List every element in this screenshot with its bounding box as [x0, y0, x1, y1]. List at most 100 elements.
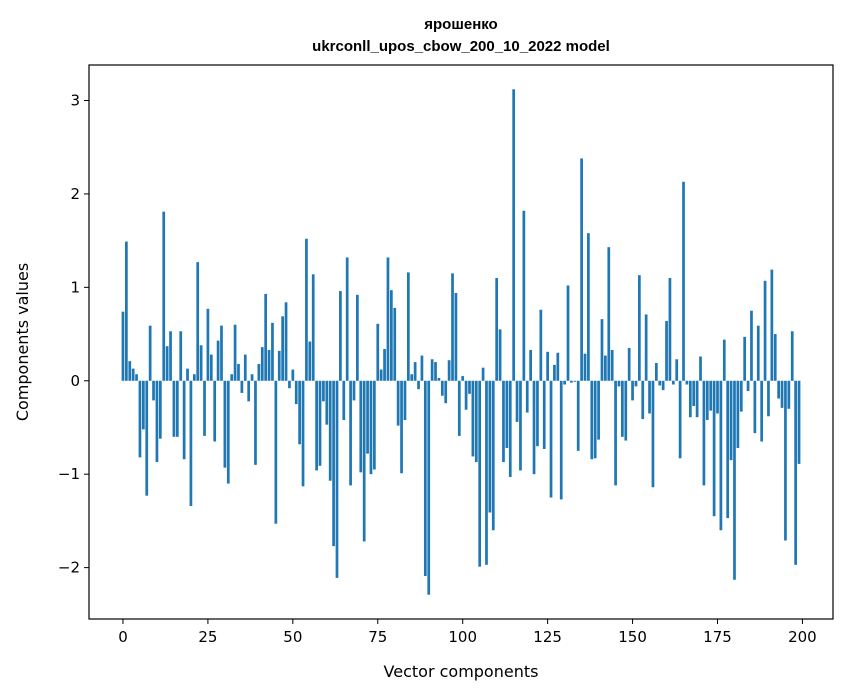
- bar-57: [315, 380, 318, 471]
- bar-161: [668, 278, 672, 381]
- bar-119: [525, 380, 529, 413]
- bar-147: [621, 380, 624, 437]
- chart-subtitle: ukrconll_upos_cbow_200_10_2022 model: [312, 38, 610, 55]
- x-axis-label: Vector components: [384, 662, 539, 681]
- bar-180: [733, 380, 736, 580]
- bar-2: [128, 361, 132, 381]
- bar-21: [192, 374, 196, 381]
- bar-194: [780, 380, 784, 408]
- bar-107: [485, 380, 488, 565]
- bar-74: [373, 380, 376, 470]
- bar-100: [461, 376, 465, 381]
- bar-111: [498, 329, 502, 381]
- bar-58: [318, 380, 322, 466]
- bar-76: [379, 369, 383, 381]
- bar-104: [474, 380, 478, 463]
- bar-88: [420, 355, 424, 381]
- bar-139: [593, 380, 597, 459]
- bar-134: [576, 380, 580, 451]
- bar-189: [763, 280, 767, 381]
- bar-51: [294, 380, 298, 405]
- bar-129: [559, 380, 563, 500]
- bar-63: [335, 380, 339, 578]
- bar-71: [362, 380, 366, 542]
- bar-166: [685, 380, 689, 385]
- bar-118: [522, 210, 526, 381]
- bar-105: [478, 380, 482, 567]
- bar-96: [447, 360, 451, 381]
- bar-20: [189, 380, 193, 506]
- bar-17: [179, 331, 183, 381]
- bar-130: [563, 380, 566, 385]
- bar-86: [413, 362, 417, 381]
- bar-195: [784, 380, 787, 541]
- bar-4: [135, 374, 138, 381]
- bar-77: [383, 349, 386, 381]
- bar-154: [644, 314, 648, 381]
- bar-117: [519, 380, 522, 471]
- bar-192: [773, 334, 777, 381]
- bar-167: [688, 380, 692, 418]
- bar-42: [264, 293, 268, 381]
- bar-158: [658, 380, 662, 386]
- bar-25: [206, 308, 210, 381]
- bar-125: [546, 351, 549, 381]
- bar-94: [440, 380, 444, 396]
- bar-123: [539, 309, 543, 381]
- bar-90: [427, 380, 431, 595]
- bar-55: [308, 341, 312, 381]
- bar-155: [648, 380, 651, 414]
- bar-169: [695, 380, 699, 418]
- bar-33: [233, 324, 237, 381]
- bar-15: [172, 380, 176, 437]
- bar-31: [226, 380, 230, 484]
- bar-65: [342, 380, 346, 421]
- bar-145: [614, 380, 617, 486]
- bar-114: [508, 380, 512, 477]
- bar-142: [604, 355, 607, 381]
- bar-126: [549, 380, 553, 498]
- x-tick-label: 25: [198, 628, 217, 646]
- bar-109: [491, 380, 495, 531]
- y-tick-label: 1: [70, 278, 80, 296]
- bar-172: [705, 380, 709, 421]
- bar-170: [699, 356, 702, 381]
- bar-8: [148, 325, 152, 381]
- bar-137: [587, 233, 590, 381]
- bar-99: [457, 380, 461, 436]
- y-axis-ticks: −2 −1 0 1 2 3: [58, 92, 89, 577]
- bar-3: [131, 368, 135, 381]
- bar-120: [529, 349, 532, 381]
- bar-153: [641, 380, 645, 420]
- x-tick-label: 50: [283, 628, 302, 646]
- bar-183: [743, 336, 747, 381]
- bar-197: [790, 331, 794, 381]
- bar-85: [410, 374, 414, 381]
- x-tick-label: 175: [703, 628, 732, 646]
- bar-14: [169, 331, 172, 381]
- bar-19: [186, 368, 189, 381]
- bar-178: [726, 380, 730, 519]
- bar-61: [328, 380, 332, 481]
- bar-179: [729, 380, 733, 461]
- bar-37: [247, 380, 251, 402]
- bar-124: [542, 380, 546, 449]
- bar-93: [437, 377, 441, 381]
- y-tick-label: 2: [70, 185, 80, 203]
- bar-131: [566, 285, 570, 381]
- bar-7: [145, 380, 149, 496]
- bar-46: [277, 350, 281, 381]
- bar-186: [753, 380, 757, 434]
- bar-34: [237, 363, 240, 381]
- bar-68: [352, 380, 356, 401]
- bar-36: [243, 354, 247, 381]
- bar-29: [220, 325, 223, 381]
- bar-152: [638, 275, 641, 381]
- bar-45: [274, 380, 278, 524]
- bar-43: [267, 349, 271, 381]
- bar-70: [359, 380, 363, 473]
- bar-1: [125, 241, 128, 381]
- bar-27: [213, 380, 217, 442]
- y-tick-label: 3: [70, 92, 80, 110]
- bar-196: [787, 380, 791, 409]
